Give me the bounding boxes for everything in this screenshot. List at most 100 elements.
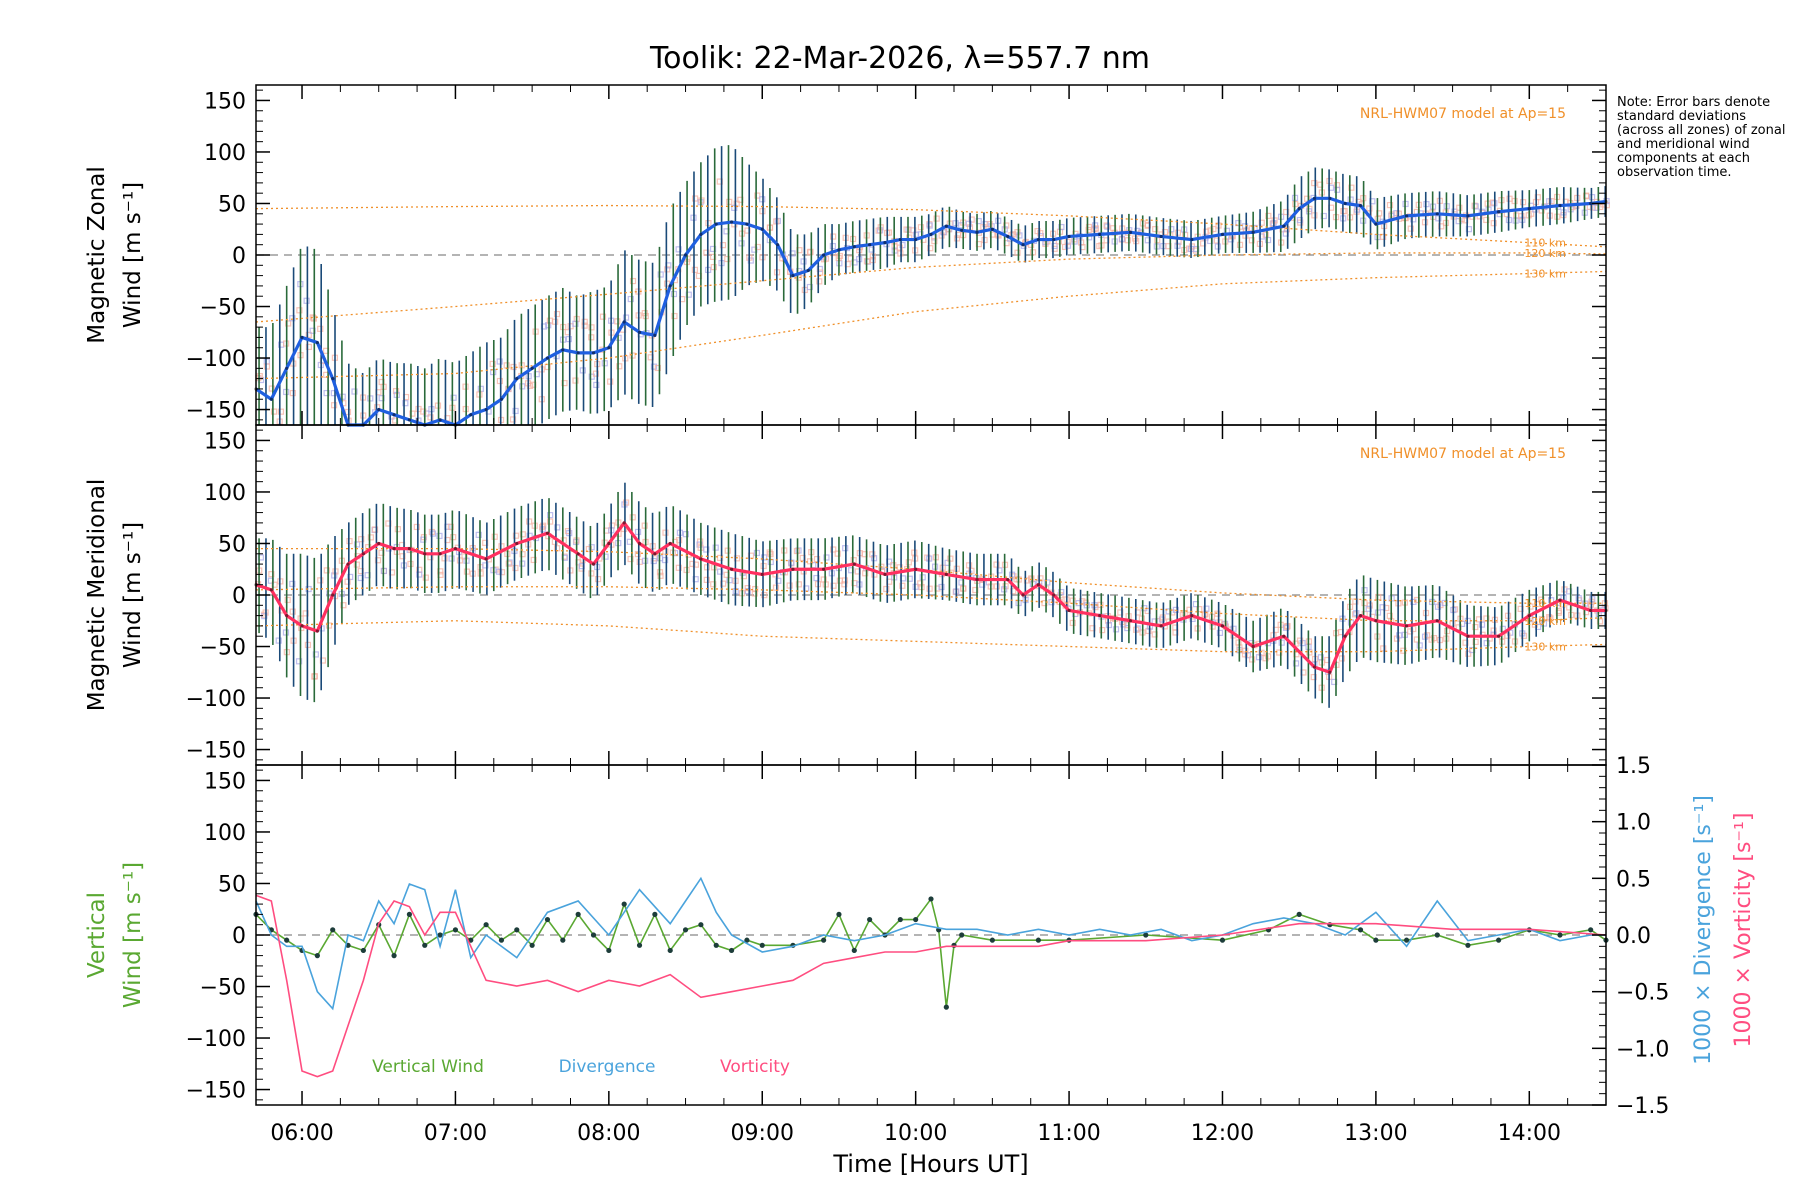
zone-wind-marker xyxy=(685,291,692,298)
zone-wind-marker xyxy=(553,310,561,318)
zone-wind-marker xyxy=(317,577,324,584)
right-tick-label: 0.0 xyxy=(1616,924,1651,949)
zone-wind-marker xyxy=(399,553,406,560)
zone-wind-marker xyxy=(482,539,489,546)
mean-wind-point xyxy=(545,356,550,360)
model-curve xyxy=(255,270,1607,380)
zone-wind-marker xyxy=(1186,606,1193,613)
zone-wind-marker xyxy=(378,378,385,386)
zone-wind-marker xyxy=(1438,223,1445,230)
mean-wind-point xyxy=(515,541,519,546)
mean-wind-point xyxy=(377,541,381,546)
zone-wind-marker xyxy=(1297,637,1304,644)
mean-wind-point xyxy=(837,248,841,252)
y-tick-label: −150 xyxy=(186,1079,246,1104)
zone-wind-marker xyxy=(1155,618,1162,625)
mean-wind-point xyxy=(775,243,780,247)
zone-wind-marker xyxy=(623,499,630,506)
vertical-wind-point xyxy=(943,1004,949,1010)
x-tick-label: 13:00 xyxy=(1344,1121,1407,1146)
model-curve-label: 120 km xyxy=(1524,247,1566,260)
right-tick-label: −1.5 xyxy=(1616,1094,1669,1119)
mean-wind-point xyxy=(1374,222,1378,226)
mean-wind-point xyxy=(1404,624,1409,628)
mean-wind-point xyxy=(898,237,902,242)
zone-wind-marker xyxy=(720,580,727,587)
mean-wind-point xyxy=(1067,234,1071,239)
zone-wind-marker xyxy=(931,237,938,245)
vertical-wind-point xyxy=(667,947,673,954)
zone-wind-marker xyxy=(1534,600,1541,608)
mean-wind-point xyxy=(377,407,381,412)
x-tick-label: 12:00 xyxy=(1191,1121,1254,1146)
meridional-panel-data: 110 km 120 km 130 km xyxy=(254,482,1609,708)
zone-wind-marker xyxy=(512,407,519,415)
zone-wind-marker xyxy=(692,576,699,583)
zone-wind-marker xyxy=(270,408,278,415)
zone-wind-marker xyxy=(496,358,503,365)
zone-wind-marker xyxy=(519,560,526,567)
zone-wind-marker xyxy=(1338,655,1346,662)
mean-wind-point xyxy=(653,333,657,337)
zone-wind-marker xyxy=(1451,606,1459,613)
zone-wind-marker xyxy=(834,550,841,557)
zone-wind-marker xyxy=(1235,639,1242,646)
zone-wind-marker xyxy=(696,541,703,548)
model-curve xyxy=(255,204,1607,248)
vertical-wind-point xyxy=(314,953,320,959)
zone-wind-marker xyxy=(634,550,642,558)
zone-wind-marker xyxy=(1304,195,1311,202)
mean-wind-point xyxy=(1497,634,1501,638)
y-tick-label: 100 xyxy=(204,821,246,846)
zone-wind-marker xyxy=(1410,625,1417,633)
mean-wind-point xyxy=(622,521,626,525)
zone-wind-marker xyxy=(340,602,347,609)
model-curve-label: 110 km xyxy=(1524,237,1566,250)
zone-wind-marker xyxy=(305,343,312,351)
zone-wind-marker xyxy=(1296,216,1304,224)
y-tick-label: 50 xyxy=(218,872,246,897)
y-tick-label: 50 xyxy=(218,532,246,557)
mean-wind-point xyxy=(515,377,519,381)
zone-wind-marker xyxy=(1511,197,1518,205)
mean-wind-point xyxy=(561,348,565,352)
zone-wind-marker xyxy=(816,265,823,273)
zone-wind-marker xyxy=(519,551,526,558)
zone-wind-marker xyxy=(675,246,682,253)
zone-wind-marker xyxy=(309,327,316,334)
zone-wind-marker xyxy=(1386,201,1394,209)
vertical-wind-point xyxy=(636,942,643,948)
zone-wind-marker xyxy=(1168,226,1175,233)
mean-wind-point xyxy=(960,228,964,232)
zone-wind-marker xyxy=(512,532,520,539)
y-tick-label: 100 xyxy=(204,141,246,166)
mean-wind-point xyxy=(852,562,856,566)
zone-wind-marker xyxy=(710,253,717,260)
vertical-wind-point xyxy=(498,937,505,943)
zone-wind-marker xyxy=(972,586,979,594)
zone-wind-marker xyxy=(1593,204,1600,211)
mean-wind-point xyxy=(990,227,994,231)
zone-wind-marker xyxy=(905,559,912,566)
zone-wind-marker xyxy=(1051,242,1058,250)
right-tick-label: 0.5 xyxy=(1616,867,1651,892)
zone-wind-marker xyxy=(1320,212,1327,220)
zone-wind-marker xyxy=(772,584,780,591)
zone-wind-marker xyxy=(263,363,271,370)
model-curve xyxy=(255,252,1607,323)
zone-wind-marker xyxy=(378,395,385,402)
vertical-wind-point xyxy=(1465,942,1471,948)
zone-wind-marker xyxy=(754,192,761,199)
zone-wind-marker xyxy=(585,545,592,553)
zone-wind-marker xyxy=(296,307,303,314)
vertical-wind-point xyxy=(1219,937,1226,943)
zone-wind-marker xyxy=(284,596,291,604)
zone-wind-marker xyxy=(1527,603,1534,610)
zone-wind-marker xyxy=(1016,232,1023,239)
zone-wind-marker xyxy=(353,561,360,568)
zone-wind-marker xyxy=(1334,186,1341,193)
zone-wind-marker xyxy=(1058,223,1065,231)
zone-wind-marker xyxy=(344,578,351,585)
zone-wind-marker xyxy=(1002,583,1009,590)
zone-wind-marker xyxy=(1483,216,1490,224)
